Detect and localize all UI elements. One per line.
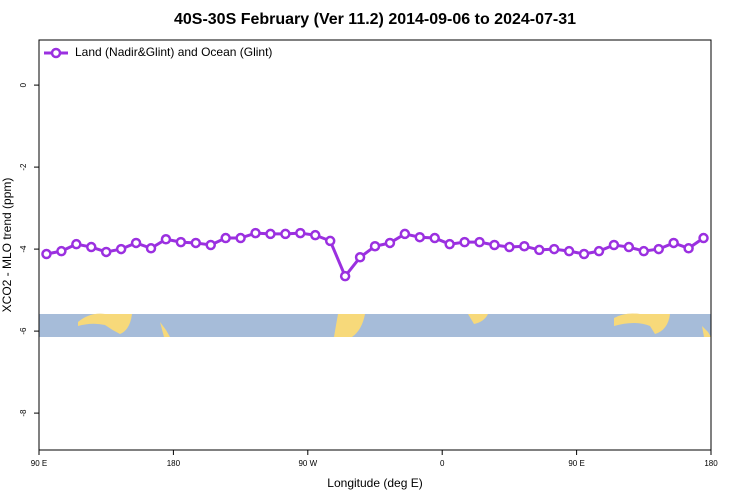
data-point: [429, 232, 440, 244]
data-point: [41, 248, 52, 260]
data-point: [115, 243, 127, 255]
data-point: [250, 227, 261, 239]
data-point: [235, 232, 246, 244]
data-point: [698, 232, 709, 244]
data-point: [638, 245, 650, 257]
data-point: [295, 227, 306, 239]
plot-frame: [38, 39, 712, 451]
legend-marker: [50, 47, 62, 59]
data-point: [369, 240, 381, 252]
data-point: [414, 231, 426, 243]
data-point: [653, 243, 664, 255]
data-point: [444, 238, 455, 250]
data-point: [160, 234, 172, 245]
data-point: [220, 232, 231, 244]
data-point: [130, 237, 142, 249]
data-point: [489, 239, 500, 251]
data-point: [578, 248, 590, 260]
data-point: [86, 241, 97, 253]
data-point: [280, 228, 291, 240]
y-axis-label: XCO2 - MLO trend (ppm): [0, 178, 14, 313]
map-strip: [39, 313, 711, 337]
x-tick-label: 90 W: [298, 459, 317, 468]
series-line: [46, 231, 705, 280]
data-point: [175, 236, 187, 248]
data-point: [504, 241, 515, 253]
data-point: [205, 239, 216, 251]
x-tick-label: 90 E: [31, 459, 47, 468]
data-point: [190, 237, 202, 249]
data-point: [534, 244, 545, 256]
x-tick-label: 180: [704, 459, 718, 468]
data-point: [145, 243, 157, 254]
data-point: [71, 238, 82, 250]
data-point: [399, 228, 411, 240]
data-point: [623, 241, 635, 253]
y-tick-label: -4: [19, 245, 28, 253]
data-point: [474, 236, 485, 248]
x-tick-label: 90 E: [568, 459, 584, 468]
data-point: [683, 243, 694, 254]
x-tick-label: 0: [440, 459, 445, 468]
data-point: [608, 239, 620, 251]
data-point: [384, 237, 396, 249]
y-tick-label: 0: [19, 82, 28, 87]
data-point: [339, 270, 351, 282]
data-point: [593, 245, 605, 257]
data-point: [354, 252, 366, 263]
data-point: [100, 246, 112, 258]
data-point: [563, 245, 575, 257]
data-point: [310, 229, 321, 241]
data-point: [548, 243, 560, 255]
y-tick-label: -6: [19, 327, 28, 335]
data-point: [56, 245, 67, 257]
data-point: [265, 228, 276, 240]
x-tick-label: 180: [167, 459, 181, 468]
legend-label: Land (Nadir&Glint) and Ocean (Glint): [75, 45, 272, 59]
chart-title: 40S-30S February (Ver 11.2) 2014-09-06 t…: [174, 11, 576, 28]
data-point: [668, 237, 679, 249]
y-tick-label: -8: [19, 409, 28, 417]
y-tick-label: -2: [19, 163, 28, 171]
data-point: [324, 235, 336, 247]
x-axis-label: Longitude (deg E): [327, 476, 422, 490]
data-point: [519, 240, 530, 252]
data-point: [459, 236, 470, 248]
